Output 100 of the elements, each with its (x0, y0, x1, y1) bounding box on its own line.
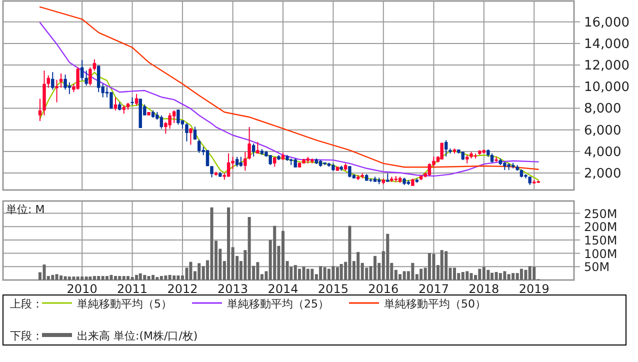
y-tick-label: 4,000 (584, 144, 622, 160)
legend-title: 上段： (10, 298, 43, 310)
bar (51, 274, 54, 280)
candlestick (198, 139, 201, 154)
bar (327, 268, 330, 280)
candlestick (172, 110, 176, 124)
bar (323, 267, 326, 280)
bar (156, 277, 159, 280)
bar (336, 267, 339, 280)
bar (256, 262, 260, 280)
candlestick (239, 156, 243, 168)
bar (126, 276, 130, 280)
bar (340, 264, 343, 280)
candlestick (88, 66, 92, 86)
x-tick-label: 2010 (66, 282, 98, 296)
bar (432, 254, 436, 280)
bar (84, 276, 88, 280)
candlestick (46, 74, 50, 88)
candlestick (68, 82, 72, 94)
candlestick (51, 72, 54, 90)
legend-label: 単純移動平均（25） (227, 298, 329, 310)
bar (461, 272, 464, 280)
bar (118, 276, 122, 280)
y-tick-label: 2,000 (584, 166, 622, 182)
x-tick-label: 2017 (418, 282, 449, 296)
candlestick (252, 143, 256, 158)
candlestick (226, 152, 230, 178)
bar (189, 262, 192, 280)
x-tick-label: 2018 (468, 282, 500, 296)
y-tick-label: 100M (584, 246, 618, 261)
y-tick-label: 250M (584, 206, 618, 221)
bar (402, 271, 406, 280)
bar (444, 251, 448, 280)
candlestick (168, 112, 172, 130)
bar (176, 275, 180, 280)
bar (494, 272, 498, 280)
x-tick-label: 2011 (117, 282, 148, 296)
candlestick (64, 74, 67, 90)
bar (273, 226, 276, 280)
bar (490, 272, 494, 280)
candlestick (160, 114, 164, 130)
bar (135, 274, 138, 280)
bar (168, 274, 172, 280)
bar (114, 276, 117, 280)
candlestick (176, 109, 180, 126)
bar (532, 266, 536, 280)
bar (310, 268, 314, 280)
bar (130, 277, 134, 280)
candlestick (38, 98, 42, 122)
bar (428, 253, 431, 280)
bar (516, 273, 519, 280)
y-axis-title: 単位: M (6, 203, 45, 216)
bar (101, 276, 104, 280)
candlestick (210, 166, 214, 178)
bar (470, 273, 473, 280)
candlestick (268, 154, 272, 166)
candlestick (76, 66, 80, 90)
candlestick (256, 141, 260, 154)
bar (302, 266, 306, 280)
x-tick-label: 2019 (518, 282, 550, 296)
bar (80, 276, 84, 280)
candlestick (235, 156, 239, 168)
x-tick-label: 2014 (268, 282, 298, 296)
bar (72, 276, 76, 280)
candlestick (490, 152, 494, 164)
candlestick (189, 128, 192, 146)
legend-label: 単純移動平均（5） (77, 298, 172, 310)
bar (164, 275, 168, 280)
candlestick (84, 70, 88, 86)
bar (88, 276, 92, 280)
y-tick-label: 12,000 (584, 58, 630, 74)
bar (147, 276, 150, 280)
bar (172, 275, 176, 280)
bar (60, 275, 63, 280)
bar (498, 273, 502, 280)
bar (319, 266, 322, 280)
candlestick (444, 140, 448, 158)
candlestick (92, 58, 96, 72)
bar (210, 207, 214, 280)
candlestick (193, 126, 197, 140)
bar (452, 268, 456, 280)
bar (482, 266, 486, 280)
bar (348, 226, 352, 280)
x-tick-label: 2016 (368, 282, 399, 296)
bar (294, 265, 297, 280)
candlestick (273, 156, 276, 168)
bar (332, 266, 335, 280)
candlestick (110, 92, 113, 110)
candlestick (428, 162, 432, 177)
bar (198, 263, 201, 280)
bar (503, 271, 506, 280)
bar (411, 262, 414, 280)
y-tick-label: 14,000 (584, 36, 630, 52)
bar (68, 276, 71, 280)
bar (97, 276, 100, 280)
y-tick-label: 6,000 (584, 123, 622, 138)
bar (512, 273, 515, 280)
bar (520, 268, 523, 280)
bar (528, 266, 532, 280)
legend-label: 出来高 単位:(M株/口/枚) (77, 330, 198, 342)
